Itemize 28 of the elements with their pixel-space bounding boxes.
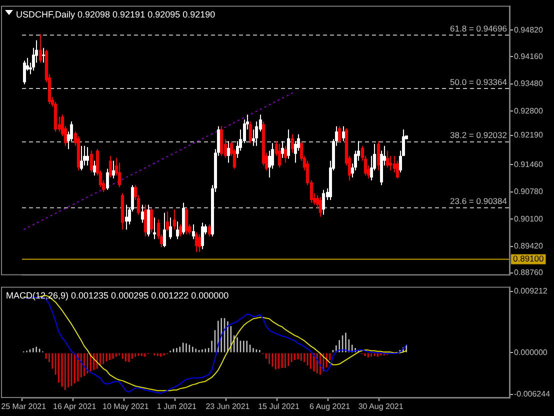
x-tick-label: 16 Apr 2021 — [53, 402, 97, 412]
chart-title: USDCHF,Daily 0.92098 0.92191 0.92095 0.92190 — [16, 9, 216, 20]
y-tick-label: 0.88760 — [514, 268, 544, 277]
y-tick-label: 0.92190 — [514, 130, 544, 140]
y-tick-label: 0.93480 — [514, 79, 544, 88]
y-tick-label: 0.000000 — [514, 348, 548, 357]
ref-line-label: 50.0 = 0.93364 — [450, 76, 508, 87]
x-tick-label: 1 Jun 2021 — [156, 402, 198, 412]
x-tick-label: 15 Jul 2021 — [258, 402, 300, 412]
y-tick-label: 0.009212 — [514, 286, 548, 296]
y-tick-label: 0.89420 — [514, 242, 544, 251]
x-tick-label: 25 Mar 2021 — [1, 402, 47, 412]
y-tick-label: -0.006244 — [514, 390, 551, 398]
ref-line-label: 61.8 = 0.94696 — [450, 24, 508, 34]
x-tick-label: 23 Jun 2021 — [206, 402, 250, 412]
ref-line-label: 23.6 = 0.90384 — [450, 196, 508, 206]
x-tick-label: 30 Aug 2021 — [358, 402, 404, 412]
y-tick-label: 0.94820 — [514, 25, 544, 34]
y-tick-label: 0.94160 — [514, 52, 544, 61]
y-tick-label: 0.90780 — [514, 187, 544, 196]
x-tick-label: 10 May 2021 — [102, 402, 150, 412]
ref-line-label: 0.89100 — [513, 254, 544, 264]
chart-title: MACD(12,26,9) 0.001235 0.000295 0.001222 0.000000 — [6, 290, 229, 300]
y-tick-label: 0.91460 — [514, 160, 544, 169]
ref-line-label: 38.2 = 0.92032 — [450, 130, 508, 140]
y-tick-label: 0.90100 — [514, 214, 544, 224]
y-tick-label: 0.92800 — [514, 106, 544, 116]
x-tick-label: 6 Aug 2021 — [310, 402, 351, 412]
